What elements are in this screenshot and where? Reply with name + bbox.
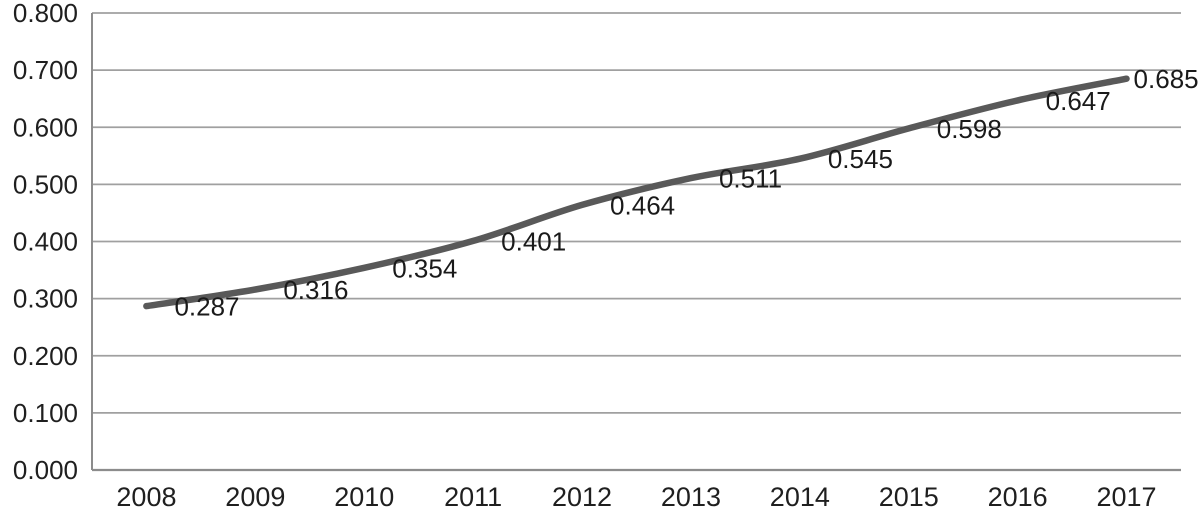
y-tick-label: 0.800 — [13, 0, 78, 28]
x-tick-label: 2016 — [988, 482, 1048, 512]
data-label: 0.464 — [610, 190, 675, 220]
x-tick-label: 2009 — [225, 482, 285, 512]
y-tick-label: 0.300 — [13, 284, 78, 314]
x-tick-label: 2010 — [334, 482, 394, 512]
data-label: 0.647 — [1046, 86, 1111, 116]
data-label: 0.401 — [501, 226, 566, 256]
x-tick-label: 2011 — [444, 482, 502, 512]
y-tick-label: 0.500 — [13, 169, 78, 199]
y-tick-label: 0.200 — [13, 341, 78, 371]
x-tick-label: 2008 — [116, 482, 176, 512]
data-label: 0.685 — [1134, 64, 1199, 94]
x-tick-label: 2012 — [552, 482, 612, 512]
y-tick-label: 0.100 — [13, 398, 78, 428]
series-line — [143, 75, 1130, 310]
y-tick-label: 0.700 — [13, 55, 78, 85]
data-label: 0.354 — [392, 253, 457, 283]
x-tick-label: 2014 — [770, 482, 830, 512]
data-label: 0.598 — [937, 114, 1002, 144]
x-tick-label: 2015 — [879, 482, 939, 512]
y-tick-label: 0.400 — [13, 227, 78, 257]
data-label: 0.287 — [174, 292, 239, 322]
x-tick-label: 2013 — [661, 482, 721, 512]
x-tick-label: 2017 — [1097, 482, 1157, 512]
data-label: 0.511 — [719, 164, 782, 194]
data-label: 0.316 — [283, 275, 348, 305]
data-label: 0.545 — [828, 144, 893, 174]
y-tick-label: 0.600 — [13, 112, 78, 142]
y-tick-label: 0.000 — [13, 455, 78, 485]
